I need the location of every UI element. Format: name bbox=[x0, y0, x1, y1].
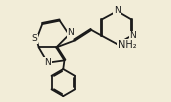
Text: N: N bbox=[67, 28, 74, 37]
Text: NH₂: NH₂ bbox=[118, 40, 136, 50]
Text: N: N bbox=[130, 31, 136, 40]
Text: N: N bbox=[44, 58, 51, 67]
Text: N: N bbox=[114, 6, 120, 15]
Text: S: S bbox=[32, 34, 38, 43]
